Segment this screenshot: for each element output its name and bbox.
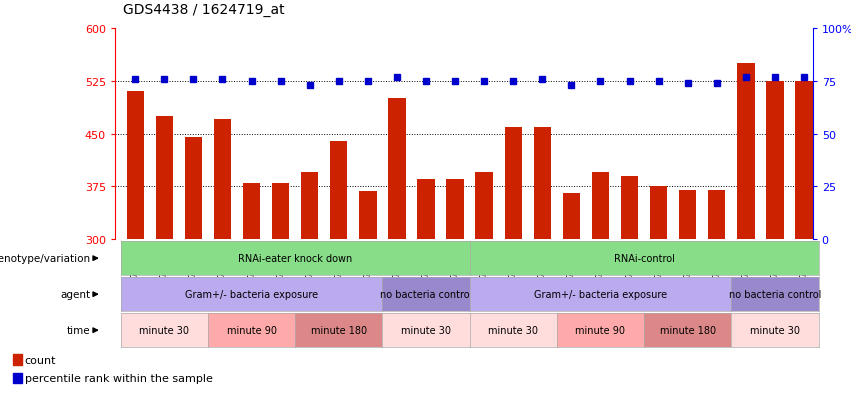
Text: minute 30: minute 30 [750,325,800,335]
Text: RNAi-control: RNAi-control [614,254,675,263]
Text: minute 180: minute 180 [660,325,716,335]
Text: minute 30: minute 30 [401,325,451,335]
Bar [766,82,784,240]
Text: percentile rank within the sample: percentile rank within the sample [25,373,213,383]
Bar [156,116,173,240]
Bar [563,194,580,240]
Bar [330,141,347,240]
Text: Gram+/- bacteria exposure: Gram+/- bacteria exposure [534,290,667,299]
Text: no bacteria control: no bacteria control [380,290,472,299]
Bar [127,92,144,240]
Bar [301,173,318,240]
Bar [737,64,755,240]
Text: genotype/variation: genotype/variation [0,254,91,263]
Text: agent: agent [60,290,91,299]
Bar [650,187,667,240]
Text: minute 180: minute 180 [311,325,367,335]
Bar [13,354,22,365]
Text: RNAi-eater knock down: RNAi-eater knock down [238,254,352,263]
Bar [272,183,289,240]
Bar [243,183,260,240]
Text: minute 30: minute 30 [488,325,538,335]
Bar [446,180,464,240]
Bar [534,127,551,240]
Bar [388,99,406,240]
Bar [214,120,231,240]
Bar [185,138,202,240]
Text: minute 90: minute 90 [226,325,277,335]
Bar [620,176,638,240]
Bar [13,373,22,383]
Text: minute 30: minute 30 [140,325,189,335]
Bar [476,173,493,240]
Text: count: count [25,355,56,365]
Text: GDS4438 / 1624719_at: GDS4438 / 1624719_at [123,2,285,17]
Bar [505,127,522,240]
Bar [679,190,696,240]
Bar [591,173,609,240]
Text: minute 90: minute 90 [575,325,625,335]
Bar [795,82,813,240]
Bar [417,180,435,240]
Text: time: time [67,325,91,335]
Bar [359,192,376,240]
Bar [708,190,725,240]
Text: no bacteria control: no bacteria control [728,290,821,299]
Text: Gram+/- bacteria exposure: Gram+/- bacteria exposure [185,290,318,299]
